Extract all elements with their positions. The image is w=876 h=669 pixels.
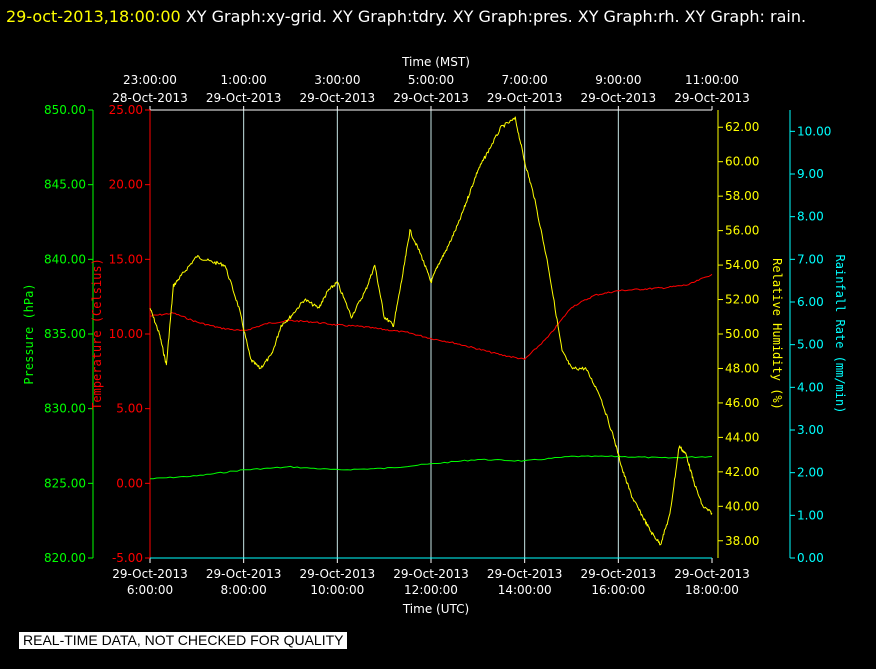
temperature-tick-label: 15.00 xyxy=(109,252,143,266)
x-tick-label-top-time: 7:00:00 xyxy=(502,73,548,87)
humidity-axis-label: Relative Humidity (%) xyxy=(770,258,784,410)
x-tick-label-bottom-time: 12:00:00 xyxy=(404,583,458,597)
x-tick-label-top-time: 5:00:00 xyxy=(408,73,454,87)
x-axis-label-top: Time (MST) xyxy=(401,55,470,69)
x-tick-label-bottom-time: 16:00:00 xyxy=(591,583,645,597)
x-tick-label-bottom-date: 29-Oct-2013 xyxy=(674,567,750,581)
x-tick-label-top-time: 1:00:00 xyxy=(221,73,267,87)
humidity-tick-label: 50.00 xyxy=(725,327,759,341)
humidity-tick-label: 48.00 xyxy=(725,361,759,375)
temperature-tick-label: 25.00 xyxy=(109,103,143,117)
x-tick-label-bottom-time: 8:00:00 xyxy=(221,583,267,597)
x-tick-label-bottom-time: 6:00:00 xyxy=(127,583,173,597)
x-tick-label-bottom-date: 29-Oct-2013 xyxy=(487,567,563,581)
humidity-tick-label: 46.00 xyxy=(725,396,759,410)
temperature-tick-label: 0.00 xyxy=(116,476,143,490)
pressure-tick-label: 845.00 xyxy=(44,178,86,192)
pressure-tick-label: 830.00 xyxy=(44,402,86,416)
rain-tick-label: 0.00 xyxy=(797,551,824,565)
x-axis-label-bottom: Time (UTC) xyxy=(402,602,469,616)
rain-tick-label: 5.00 xyxy=(797,338,824,352)
rain-tick-label: 10.00 xyxy=(797,124,831,138)
temperature-tick-label: -5.00 xyxy=(112,551,143,565)
humidity-series-line xyxy=(149,116,713,546)
x-tick-label-top-date: 29-Oct-2013 xyxy=(300,91,376,105)
x-tick-label-bottom-date: 29-Oct-2013 xyxy=(300,567,376,581)
rain-tick-label: 9.00 xyxy=(797,167,824,181)
rain-tick-label: 2.00 xyxy=(797,466,824,480)
header-timestamp: 29-oct-2013,18:00:00 xyxy=(6,7,181,26)
x-tick-label-top-date: 28-Oct-2013 xyxy=(112,91,188,105)
pressure-tick-label: 820.00 xyxy=(44,551,86,565)
humidity-tick-label: 60.00 xyxy=(725,155,759,169)
rain-tick-label: 4.00 xyxy=(797,380,824,394)
rain-axis-label: Rainfall Rate (mm/min) xyxy=(833,255,847,414)
x-tick-label-bottom-time: 10:00:00 xyxy=(310,583,364,597)
rain-tick-label: 7.00 xyxy=(797,252,824,266)
pressure-tick-label: 840.00 xyxy=(44,252,86,266)
x-tick-label-bottom-date: 29-Oct-2013 xyxy=(206,567,282,581)
x-tick-label-bottom-date: 29-Oct-2013 xyxy=(581,567,657,581)
x-tick-label-top-date: 29-Oct-2013 xyxy=(206,91,282,105)
humidity-tick-label: 62.00 xyxy=(725,120,759,134)
humidity-tick-label: 58.00 xyxy=(725,189,759,203)
rain-tick-label: 3.00 xyxy=(797,423,824,437)
rain-tick-label: 1.00 xyxy=(797,508,824,522)
temperature-tick-label: 5.00 xyxy=(116,402,143,416)
temperature-tick-label: 10.00 xyxy=(109,327,143,341)
rain-tick-label: 8.00 xyxy=(797,210,824,224)
x-tick-label-top-date: 29-Oct-2013 xyxy=(487,91,563,105)
temperature-tick-label: 20.00 xyxy=(109,178,143,192)
x-tick-label-top-date: 29-Oct-2013 xyxy=(393,91,469,105)
rain-tick-label: 6.00 xyxy=(797,295,824,309)
temperature-axis-label: Temperature (Celsius) xyxy=(90,258,104,410)
quality-notice: REAL-TIME DATA, NOT CHECKED FOR QUALITY xyxy=(19,632,348,649)
x-tick-label-top-time: 11:00:00 xyxy=(685,73,739,87)
x-tick-label-bottom-time: 18:00:00 xyxy=(685,583,739,597)
x-tick-label-bottom-time: 14:00:00 xyxy=(498,583,552,597)
humidity-tick-label: 56.00 xyxy=(725,224,759,238)
x-tick-label-bottom-date: 29-Oct-2013 xyxy=(112,567,188,581)
x-tick-label-top-time: 23:00:00 xyxy=(123,73,177,87)
pressure-series-line xyxy=(149,455,713,480)
pressure-tick-label: 835.00 xyxy=(44,327,86,341)
header: 29-oct-2013,18:00:00 XY Graph:xy-grid. X… xyxy=(6,2,868,31)
x-tick-label-top-date: 29-Oct-2013 xyxy=(674,91,750,105)
humidity-tick-label: 54.00 xyxy=(725,258,759,272)
humidity-tick-label: 42.00 xyxy=(725,465,759,479)
pressure-tick-label: 850.00 xyxy=(44,103,86,117)
x-tick-label-top-date: 29-Oct-2013 xyxy=(581,91,657,105)
x-tick-label-top-time: 3:00:00 xyxy=(314,73,360,87)
humidity-tick-label: 40.00 xyxy=(725,499,759,513)
x-tick-label-bottom-date: 29-Oct-2013 xyxy=(393,567,469,581)
humidity-tick-label: 44.00 xyxy=(725,430,759,444)
pressure-axis-label: Pressure (hPa) xyxy=(22,283,36,384)
header-title: XY Graph:xy-grid. XY Graph:tdry. XY Grap… xyxy=(185,7,807,26)
x-tick-label-top-time: 9:00:00 xyxy=(595,73,641,87)
humidity-tick-label: 38.00 xyxy=(725,534,759,548)
pressure-tick-label: 825.00 xyxy=(44,476,86,490)
humidity-tick-label: 52.00 xyxy=(725,293,759,307)
